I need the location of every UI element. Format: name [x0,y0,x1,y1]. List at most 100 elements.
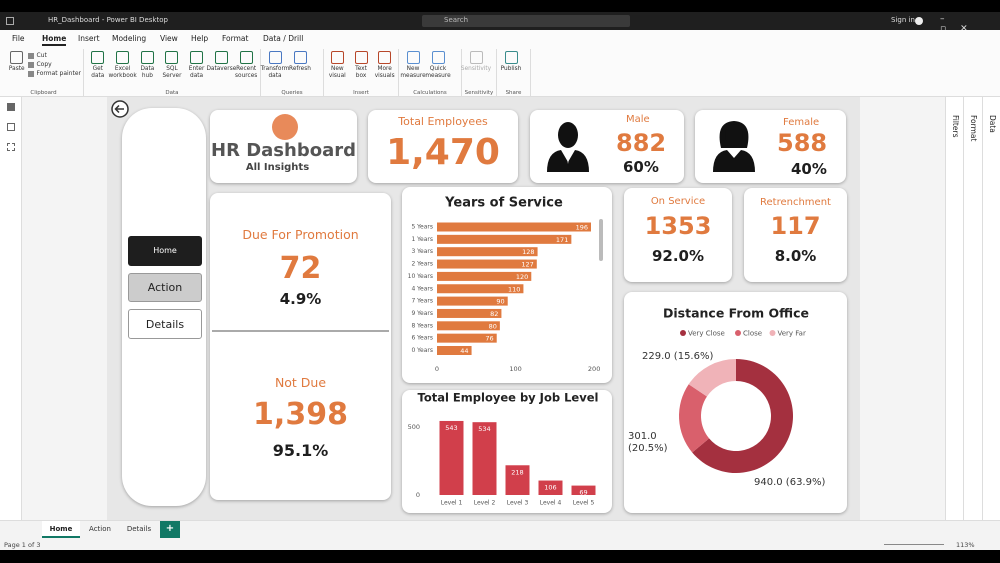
pane-label: Format [969,115,978,142]
page-tab[interactable]: Action [89,525,111,533]
data-label: 110 [508,285,520,293]
table-view-icon[interactable] [7,123,15,131]
ribbon-button[interactable]: Copy [28,61,81,68]
y-tick-label: 9 Years [411,310,433,317]
bar [472,422,497,495]
data-label: 44 [460,347,468,355]
ribbon-button[interactable]: Format painter [28,70,81,77]
ribbon-button[interactable]: Text box [350,49,373,79]
bar [505,465,530,495]
ribbon-button[interactable]: Get data [86,49,110,79]
button-label: Quick measure [425,66,451,79]
data-label: 76 [485,335,493,343]
promotion-card: Due For Promotion 72 4.9% Not Due 1,398 … [210,193,391,500]
zoom-level: 113% [956,541,975,549]
window-controls[interactable]: –▫✕ [940,14,982,34]
button-label: Publish [500,66,522,72]
bar [437,222,591,232]
page-tab[interactable]: + [160,521,180,538]
ribbon-tab[interactable]: Insert [78,34,100,43]
page-tab[interactable]: Details [126,525,152,533]
ribbon-tab[interactable]: File [12,34,25,43]
nav-button[interactable]: Action [128,273,202,302]
kpi-value: 117 [770,212,821,240]
save-icon[interactable] [6,17,14,25]
button-icon [116,51,130,64]
group-label: Data [165,90,179,96]
ribbon-button[interactable]: Data hub [136,49,160,79]
male-icon [547,122,589,172]
x-tick-label: Level 1 [441,500,463,507]
ribbon-button[interactable]: SQL Server [160,49,184,79]
button-label: Refresh [289,66,311,72]
data-label: 171 [556,236,568,244]
ribbon-button[interactable]: Enter data [185,49,209,79]
ribbon-tab[interactable]: View [160,34,178,43]
ribbon-button[interactable]: New visual [326,49,349,79]
title-bar: HR_Dashboard - Power BI Desktop Search S… [0,12,1000,34]
ribbon-button[interactable]: Refresh [288,49,312,79]
button-icon [431,51,445,64]
button-icon [268,51,282,64]
y-tick-label: 6 Years [411,335,433,342]
view-rail [0,97,22,540]
dashboard-title: HR Dashboard [211,140,356,161]
page-tab[interactable]: Home [42,521,80,538]
legend-label: Very Far [778,330,806,338]
bar [437,321,500,331]
ribbon-button[interactable]: Recent sources [234,49,258,79]
nav-button[interactable]: Home [128,236,202,266]
ribbon-button[interactable]: New measure [400,49,426,79]
ribbon-tab[interactable]: Help [191,34,209,43]
nav-button[interactable]: Details [128,309,202,339]
ribbon-button[interactable]: Sensitivity [461,49,491,73]
donut-slice [679,384,710,453]
button-label: Excel workbook [108,66,137,79]
dashboard-subtitle: All Insights [245,162,310,173]
button-row: Paste Cut Copy Format painter [4,49,83,77]
button-row: Sensitivity [461,49,496,73]
ribbon-button[interactable]: Cut [28,52,81,59]
legend-label: Close [743,330,762,338]
ribbon-button[interactable]: Publish [499,49,523,73]
ribbon-button[interactable]: Quick measure [425,49,451,79]
bar [437,284,524,294]
button-icon [469,51,483,64]
ribbon-button[interactable]: Excel workbook [108,49,137,79]
model-view-icon[interactable] [7,143,15,151]
scrollbar[interactable] [599,219,603,261]
kpi-card: Male 882 60% [530,110,684,183]
ribbon-tab[interactable]: Format [222,34,249,43]
data-label: 90 [496,298,504,306]
sign-in[interactable]: Sign in [891,16,915,24]
format-pane[interactable]: Format [963,97,982,520]
button-label: Dataverse [206,66,237,72]
divider [212,330,389,332]
data-label: 534 [478,425,490,433]
ribbon-tab[interactable]: Home [42,34,67,46]
data-label: 196 [576,224,588,232]
ribbon-button[interactable]: Dataverse [206,49,237,79]
ribbon-button[interactable]: More visuals [373,49,396,79]
kpi-label: On Service [650,196,706,207]
ribbon-button[interactable]: Transform data [261,49,289,79]
ribbon-button[interactable]: Paste [6,49,27,77]
filters-pane[interactable]: Filters [945,97,963,520]
data-label: 69 [579,489,587,497]
search-box[interactable]: Search [422,15,630,27]
group-label: Calculations [413,90,447,96]
ribbon-group: Publish Share [497,49,531,96]
y-tick-label: 1 Years [411,236,433,243]
y-tick-label: 8 Years [411,322,433,329]
data-pane[interactable]: Data [982,97,1000,520]
donut-slice [692,359,794,473]
search-text: Search [444,16,469,24]
data-label: 120 [516,273,528,281]
ribbon-tab[interactable]: Modeling [112,34,147,43]
back-button[interactable] [110,99,130,119]
report-view-icon[interactable] [7,103,15,111]
ribbon-tab[interactable]: Data / Drill [263,34,304,43]
ribbon-group: Sensitivity Sensitivity [461,49,497,96]
zoom-slider[interactable] [884,544,944,545]
